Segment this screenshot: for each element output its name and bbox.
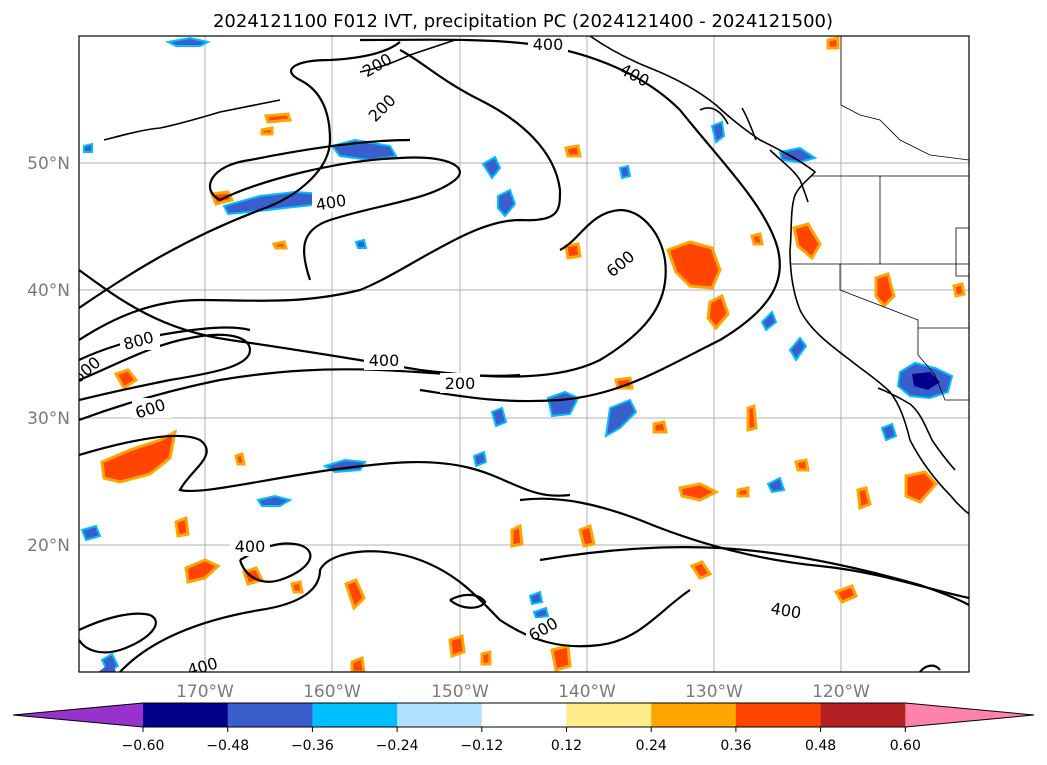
colorbar-tick-label: −0.36 [291,738,334,754]
political-borders [790,36,969,401]
colorbar-bin [735,703,822,727]
lat-label: 20°N [27,536,70,556]
colorbar-tick-label: 0.48 [805,738,836,754]
contour-label: 400 [235,537,266,556]
lon-label: 160°W [303,682,361,702]
colorbar: −0.60 −0.48 −0.36 −0.24 −0.12 0.12 0.24 0.36 0.4… [12,702,1035,754]
colorbar-tick-label: 0.24 [636,738,667,754]
colorbar-tick-label: 0.36 [720,738,751,754]
colorbar-bin [566,703,652,727]
contour-label: 400 [185,654,219,680]
lon-labels: 170°W 160°W 150°W 140°W 130°W 120°W [176,682,870,702]
lat-label: 40°N [27,281,70,301]
lat-labels: 50°N 40°N 30°N 20°N [27,154,70,556]
contour-label: 400 [533,35,564,54]
lon-label: 140°W [558,682,616,702]
lon-label: 170°W [176,682,234,702]
colorbar-tick-label: −0.12 [460,738,503,754]
colorbar-bin [481,703,567,727]
lon-label: 130°W [685,682,743,702]
colorbar-bin [143,703,229,727]
colorbar-tick-label: 0.12 [551,738,582,754]
colorbar-tick-label: −0.60 [122,738,165,754]
figure-title: 2024121100 F012 IVT, precipitation PC (2… [213,11,833,32]
colorbar-bin [651,703,737,727]
contour-label: 400 [369,351,400,370]
colorbar-extend-under [13,703,143,727]
lat-label: 50°N [27,154,70,174]
colorbar-tick-label: 0.60 [890,738,921,754]
precip-patches [80,36,966,672]
contour-label: 200 [445,374,476,393]
colorbar-bin [227,703,313,727]
lat-label: 30°N [27,409,70,429]
map-background [79,36,969,672]
coastlines [103,36,969,515]
map-frame [78,35,970,673]
colorbar-tick-label: −0.48 [206,738,249,754]
colorbar-bin [312,703,398,727]
map-panel: 400 400 200 200 400 600 800 600 400 200 … [78,35,970,680]
colorbar-bin [397,703,483,727]
lon-label: 150°W [431,682,489,702]
colorbar-tick-label: −0.24 [376,738,419,754]
colorbar-bin [820,703,906,727]
lon-label: 120°W [812,682,870,702]
colorbar-extend-over [905,703,1034,727]
